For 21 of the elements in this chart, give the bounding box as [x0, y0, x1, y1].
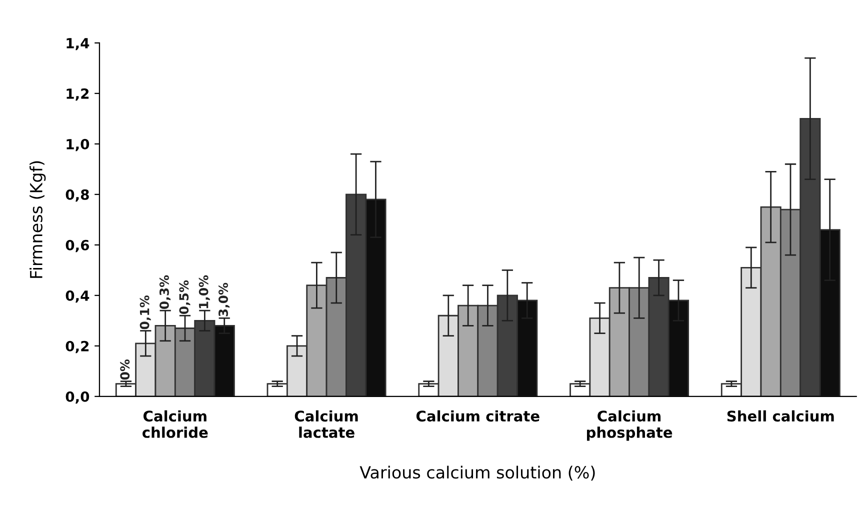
x-tick-label: Shell calcium [727, 410, 834, 422]
text: 0,3% [159, 275, 171, 309]
x-tick-label: Calcium citrate [416, 410, 540, 422]
text: 0,1% [140, 295, 151, 330]
y-tick-label: 0,4 [66, 290, 90, 303]
y-tick-label: 1,0 [66, 138, 90, 152]
y-axis-title: Firmness (Kgf) [30, 161, 46, 278]
text: 3,0% [218, 282, 230, 316]
text: 0,5% [179, 280, 190, 314]
y-tick-label: 1,2 [66, 88, 89, 101]
text: 0% [120, 359, 130, 380]
x-tick-label: Calcium lactate [294, 410, 358, 438]
x-tick-label: Calcium chloride [142, 410, 208, 438]
x-axis-title: Various calcium solution (%) [360, 466, 595, 481]
x-tick-label: Calcium phosphate [586, 410, 672, 441]
y-tick-label: 1,4 [66, 38, 90, 50]
y-tick-label: 0,0 [66, 391, 90, 404]
y-tick-label: 0,8 [66, 189, 89, 202]
y-tick-label: 0,6 [66, 240, 90, 252]
y-tick-label: 0,2 [66, 340, 89, 354]
text: 1,0% [198, 275, 210, 308]
